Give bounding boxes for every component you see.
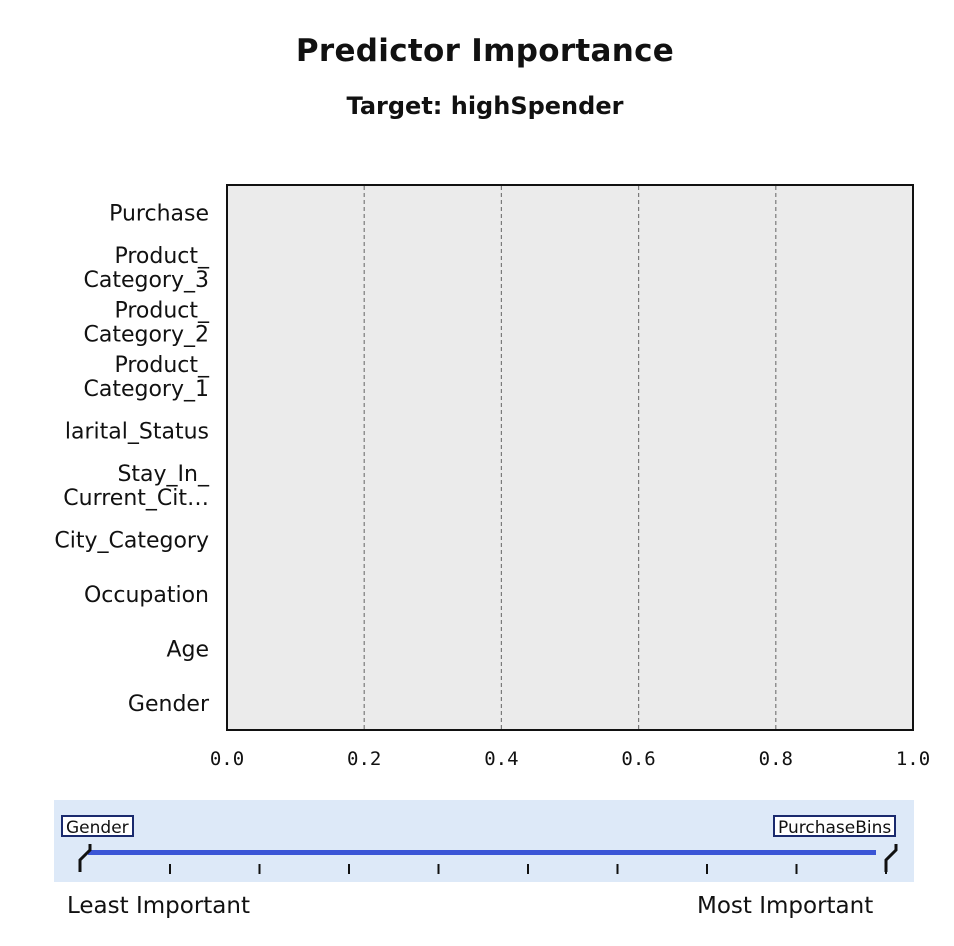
category-label: larital_Status bbox=[65, 419, 209, 444]
x-tick-label: 0.2 bbox=[347, 748, 381, 770]
category-label: Gender bbox=[128, 692, 210, 717]
category-label: Stay_In_ Current_Cit… bbox=[63, 462, 210, 511]
category-label: Product_ Category_2 bbox=[84, 298, 211, 347]
slider-range-bar bbox=[88, 850, 876, 855]
category-label: Product_ Category_3 bbox=[84, 244, 211, 293]
x-tick-label: 0.6 bbox=[621, 748, 655, 770]
importance-slider-track[interactable] bbox=[54, 800, 914, 882]
least-important-label: Least Important bbox=[67, 893, 250, 919]
slider-left-tag: Gender bbox=[61, 815, 134, 838]
category-label: City_Category bbox=[54, 528, 209, 553]
slider-right-handle[interactable] bbox=[884, 844, 898, 872]
slider-left-handle[interactable] bbox=[78, 844, 92, 872]
plot-area bbox=[226, 184, 914, 731]
category-label: Occupation bbox=[84, 583, 209, 608]
importance-chart: Purchase Product_ Category_3 Product_ Catego… bbox=[54, 184, 930, 770]
chart-title: Predictor Importance bbox=[295, 33, 675, 69]
most-important-label: Most Important bbox=[697, 893, 874, 919]
category-label: Purchase bbox=[109, 201, 209, 226]
x-tick-label: 0.4 bbox=[484, 748, 518, 770]
x-tick-label: 0.8 bbox=[759, 748, 793, 770]
slider-right-tag: PurchaseBins bbox=[773, 815, 897, 838]
x-tick-label: 0.0 bbox=[210, 748, 244, 770]
chart-subtitle: Target: highSpender bbox=[346, 92, 624, 120]
category-label: Age bbox=[166, 637, 209, 662]
x-tick-label: 1.0 bbox=[896, 748, 930, 770]
slider-graphic bbox=[78, 844, 898, 874]
category-label: Product_ Category_1 bbox=[84, 353, 211, 402]
